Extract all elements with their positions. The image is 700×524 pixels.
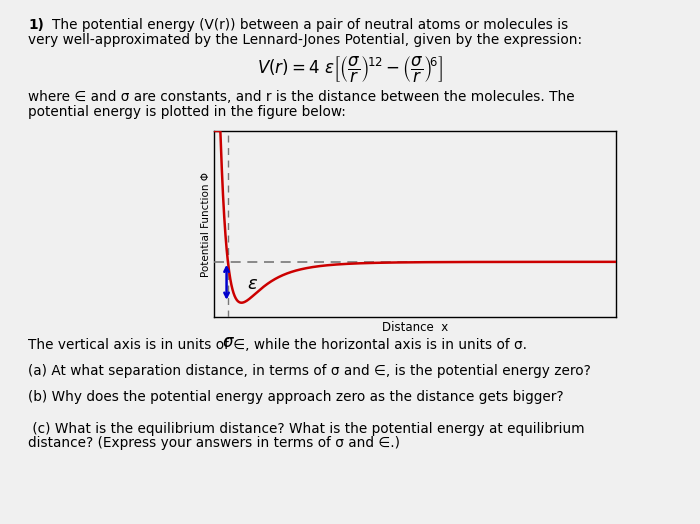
Text: The vertical axis is in units of ∈, while the horizontal axis is in units of σ.: The vertical axis is in units of ∈, whil…	[28, 338, 527, 352]
Text: potential energy is plotted in the figure below:: potential energy is plotted in the figur…	[28, 105, 346, 119]
Text: $V(r) = 4\ \epsilon \left[\left(\dfrac{\sigma}{r}\right)^{\!12} - \left(\dfrac{\: $V(r) = 4\ \epsilon \left[\left(\dfrac{\…	[257, 55, 443, 85]
Text: where ∈ and σ are constants, and r is the distance between the molecules. The: where ∈ and σ are constants, and r is th…	[28, 90, 575, 104]
Text: ε: ε	[248, 275, 258, 293]
Y-axis label: Potential Function Φ: Potential Function Φ	[201, 171, 211, 277]
Text: The potential energy (V(r)) between a pair of neutral atoms or molecules is: The potential energy (V(r)) between a pa…	[52, 18, 568, 32]
X-axis label: Distance  x: Distance x	[382, 321, 448, 334]
Text: σ: σ	[223, 333, 233, 351]
Text: 1): 1)	[28, 18, 43, 32]
Text: distance? (Express your answers in terms of σ and ∈.): distance? (Express your answers in terms…	[28, 436, 400, 450]
Text: (c) What is the equilibrium distance? What is the potential energy at equilibriu: (c) What is the equilibrium distance? Wh…	[28, 422, 584, 436]
Text: (a) At what separation distance, in terms of σ and ∈, is the potential energy ze: (a) At what separation distance, in term…	[28, 364, 591, 378]
Text: (b) Why does the potential energy approach zero as the distance gets bigger?: (b) Why does the potential energy approa…	[28, 390, 564, 405]
Text: very well-approximated by the Lennard-Jones Potential, given by the expression:: very well-approximated by the Lennard-Jo…	[28, 33, 582, 47]
